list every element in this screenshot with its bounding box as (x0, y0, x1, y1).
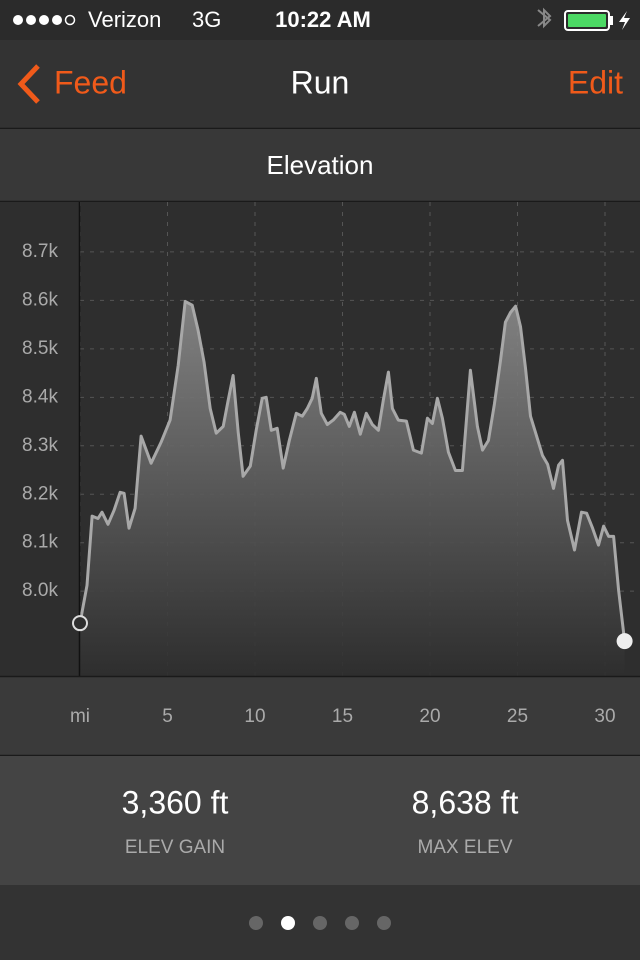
clock: 10:22 AM (275, 7, 371, 32)
stat-value: 8,638 ft (412, 784, 519, 820)
status-bar (0, 0, 640, 40)
x-axis-strip (0, 676, 640, 755)
x-tick-label: 5 (162, 706, 173, 727)
battery-level (568, 14, 606, 27)
x-tick-label: mi (70, 706, 90, 727)
page-dots (249, 916, 391, 930)
nav-bar (0, 40, 640, 128)
battery-tip (610, 16, 613, 25)
y-tick-label: 8.7k (22, 241, 58, 262)
edit-button[interactable]: Edit (568, 64, 623, 100)
page-dot[interactable] (249, 916, 263, 930)
back-button[interactable]: Feed (54, 64, 127, 100)
y-tick-label: 8.0k (22, 580, 58, 601)
y-tick-label: 8.1k (22, 532, 58, 553)
section-header (0, 129, 640, 201)
x-tick-label: 25 (507, 706, 528, 727)
stat-label: ELEV GAIN (125, 837, 225, 858)
x-tick-label: 15 (332, 706, 353, 727)
signal (13, 14, 76, 26)
page-dot[interactable] (313, 916, 327, 930)
start-point (72, 615, 88, 632)
end-point (616, 633, 633, 650)
nav-title: Run (291, 64, 350, 100)
y-tick-label: 8.5k (22, 338, 58, 359)
y-tick-label: 8.3k (22, 435, 58, 456)
y-tick-label: 8.2k (22, 483, 58, 504)
plot (78, 202, 640, 676)
carrier: Verizon (88, 7, 161, 32)
page-dot-active[interactable] (281, 916, 295, 930)
page-dot[interactable] (345, 916, 359, 930)
y-tick-label: 8.4k (22, 386, 58, 407)
charging-icon (619, 11, 630, 30)
x-tick-label: 20 (419, 706, 440, 727)
battery (564, 10, 610, 31)
chart-title: Elevation (267, 150, 374, 180)
stat-label: MAX ELEV (417, 837, 512, 858)
bluetooth-icon (537, 7, 552, 29)
elevation-area (80, 301, 625, 676)
x-tick-label: 10 (244, 706, 265, 727)
back-chevron[interactable] (17, 64, 40, 104)
stat-value: 3,360 ft (122, 784, 229, 820)
network: 3G (192, 7, 221, 32)
elevation-line (78, 299, 627, 642)
page-dot[interactable] (377, 916, 391, 930)
x-tick-label: 30 (594, 706, 615, 727)
y-tick-label: 8.6k (22, 289, 58, 310)
stats-panel (0, 756, 640, 885)
